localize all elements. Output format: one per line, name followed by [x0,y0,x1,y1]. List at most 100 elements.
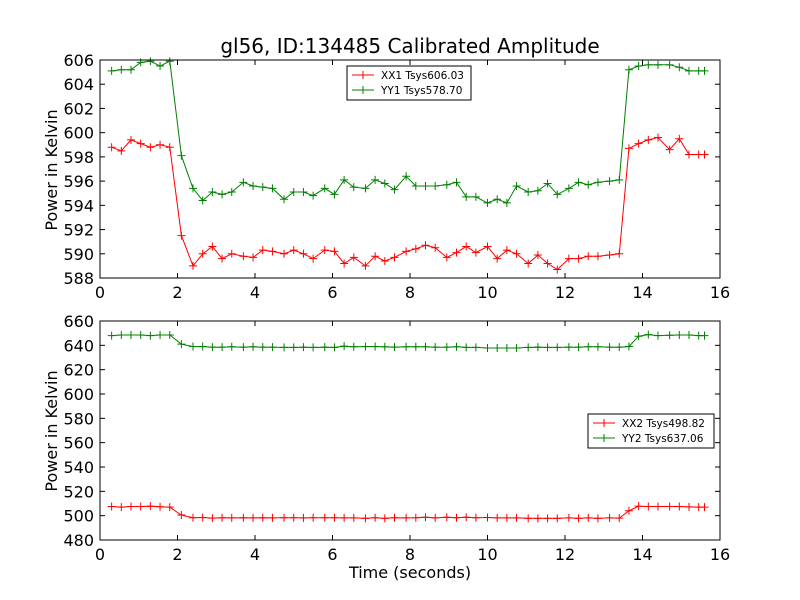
data-point-1-1-4 [146,331,155,340]
data-point-1-1-56 [675,330,684,339]
data-point-0-1-34 [452,178,461,187]
data-point-1-1-37 [483,344,492,353]
y-tick-label-1-9: 660 [63,312,94,331]
data-point-0-0-53 [644,135,653,144]
x-tick-label-0-6: 12 [555,283,575,302]
data-point-0-0-29 [402,247,411,256]
data-point-1-1-29 [402,342,411,351]
data-point-0-0-8 [189,261,197,270]
data-point-1-0-40 [512,513,521,522]
data-point-1-1-2 [127,330,135,339]
data-point-0-1-36 [471,192,480,201]
legend-label-0-0: XX1 Tsys606.03 [381,70,464,82]
data-point-0-1-55 [665,60,674,69]
data-point-0-1-29 [402,172,411,181]
y-tick-label-1-7: 620 [63,361,94,380]
data-point-1-1-19 [299,343,308,352]
data-point-0-1-32 [431,181,440,190]
data-point-1-0-11 [218,513,227,522]
data-point-1-0-53 [644,502,653,511]
data-point-0-0-4 [146,143,155,152]
x-tick-label-1-7: 14 [632,545,652,564]
data-point-1-0-54 [654,502,662,511]
data-point-1-0-44 [553,514,562,523]
data-point-0-0-10 [208,242,217,251]
data-point-0-1-54 [654,60,662,69]
bottom-panel: 0 2 4 6 8 10 12 14 16 480 500 520 540 560 580 600 620 640… [63,312,730,564]
data-point-0-0-43 [543,259,552,268]
data-point-1-1-44 [553,343,562,352]
data-point-1-0-24 [349,513,358,522]
data-point-1-0-33 [442,513,451,522]
x-tick-label-1-2: 4 [250,545,260,564]
data-point-1-0-7 [177,511,186,520]
data-point-0-0-46 [574,254,583,263]
data-point-1-0-56 [675,502,684,511]
y-tick-label-0-7: 602 [63,99,94,118]
data-point-1-0-32 [431,513,440,522]
data-point-0-0-11 [218,254,227,263]
data-point-1-1-12 [227,342,236,351]
data-point-1-1-40 [512,344,521,353]
data-point-0-1-2 [127,65,135,74]
data-point-0-1-46 [574,178,583,187]
data-point-0-0-3 [136,139,145,148]
data-point-1-0-1 [117,503,126,512]
data-point-0-0-28 [390,253,399,262]
data-point-0-1-52 [634,62,643,71]
data-point-1-0-57 [685,502,693,511]
data-point-1-1-57 [685,330,693,339]
data-point-0-0-50 [615,249,624,258]
data-point-1-1-59 [700,331,709,340]
data-point-1-1-0 [107,331,116,340]
data-point-0-0-39 [502,246,511,255]
y-tick-label-0-8: 604 [63,75,94,94]
legend-box-0 [346,65,472,101]
legend-label-1-1: YY2 Tsys637.06 [621,433,704,445]
bottom-y-axis-label: Power in Kelvin [42,370,61,491]
data-point-1-0-9 [198,513,207,522]
y-tick-label-1-1: 500 [63,507,94,526]
data-point-0-0-40 [512,249,521,258]
data-point-0-0-5 [156,140,165,149]
data-point-0-1-19 [299,188,308,197]
data-point-1-0-55 [665,502,674,511]
data-point-1-1-27 [380,342,389,351]
data-point-1-1-7 [177,340,186,349]
data-point-1-1-17 [280,343,289,352]
data-point-0-1-21 [320,184,329,193]
legend-1: XX2 Tsys498.82 YY2 Tsys637.06 [587,413,715,449]
data-point-0-1-57 [685,66,693,75]
data-point-1-0-36 [471,513,480,522]
data-point-1-1-39 [502,344,511,353]
data-point-1-0-51 [624,506,633,515]
data-point-0-0-52 [634,139,643,148]
data-point-0-0-19 [299,249,308,258]
data-point-0-0-9 [198,249,207,258]
y-tick-label-1-5: 580 [63,409,94,428]
data-point-0-1-28 [390,185,399,194]
data-point-0-1-15 [258,183,267,192]
data-point-0-0-22 [330,247,339,256]
data-point-0-1-24 [349,183,358,192]
data-point-0-1-0 [107,66,116,75]
data-point-0-0-20 [309,254,318,263]
y-tick-label-0-0: 588 [63,269,94,288]
x-tick-label-1-1: 2 [172,545,182,564]
y-tick-label-0-2: 592 [63,221,94,240]
data-point-0-0-12 [227,249,236,258]
data-point-0-1-56 [675,63,684,72]
data-point-0-1-59 [700,66,709,75]
data-point-1-1-26 [371,342,380,351]
data-point-0-0-56 [675,134,684,143]
data-point-1-0-28 [390,513,399,522]
data-point-1-0-50 [615,514,624,523]
data-point-0-0-38 [493,254,502,263]
data-point-0-1-53 [644,60,653,69]
data-point-0-1-45 [564,184,573,193]
y-tick-label-0-4: 596 [63,172,94,191]
data-point-0-1-10 [208,188,217,197]
data-point-1-1-13 [239,343,248,352]
data-point-1-0-31 [421,513,430,522]
